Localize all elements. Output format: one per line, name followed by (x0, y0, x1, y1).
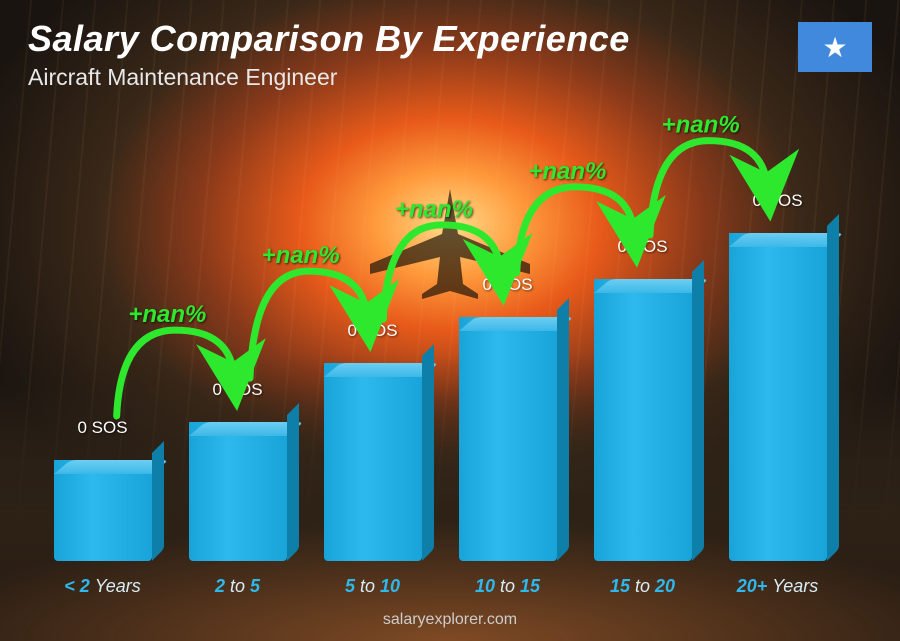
bar-value-label: 0 SOS (347, 321, 397, 341)
x-label-3: 10 to 15 (445, 576, 570, 597)
bar-5: 0 SOS (715, 140, 840, 561)
flag-star-icon: ★ (822, 31, 847, 64)
x-label-4: 15 to 20 (580, 576, 705, 597)
bar-0: 0 SOS (40, 140, 165, 561)
bar-4: 0 SOS (580, 140, 705, 561)
bar (324, 363, 422, 561)
bar (189, 422, 287, 561)
x-label-2: 5 to 10 (310, 576, 435, 597)
chart-subtitle: Aircraft Maintenance Engineer (28, 64, 800, 91)
flag-somalia: ★ (798, 22, 872, 72)
bar-value-label: 0 SOS (77, 418, 127, 438)
bar-2: 0 SOS (310, 140, 435, 561)
bar-value-label: 0 SOS (482, 275, 532, 295)
bar-3: 0 SOS (445, 140, 570, 561)
x-label-5: 20+ Years (715, 576, 840, 597)
x-label-1: 2 to 5 (175, 576, 300, 597)
bar-value-label: 0 SOS (617, 237, 667, 257)
chart-title: Salary Comparison By Experience (28, 18, 800, 60)
bar (54, 460, 152, 561)
bar-value-label: 0 SOS (752, 191, 802, 211)
x-label-0: < 2 Years (40, 576, 165, 597)
bar (729, 233, 827, 561)
footer-credit: salaryexplorer.com (0, 611, 900, 629)
x-axis-labels: < 2 Years 2 to 5 5 to 10 10 to 15 15 to 20 20… (40, 576, 840, 597)
bar-value-label: 0 SOS (212, 380, 262, 400)
bar (594, 279, 692, 561)
bar-1: 0 SOS (175, 140, 300, 561)
bar-chart: 0 SOS 0 SOS 0 SOS 0 SOS 0 SOS 0 SOS (40, 140, 840, 561)
bar (459, 317, 557, 561)
header: Salary Comparison By Experience Aircraft… (28, 18, 800, 91)
